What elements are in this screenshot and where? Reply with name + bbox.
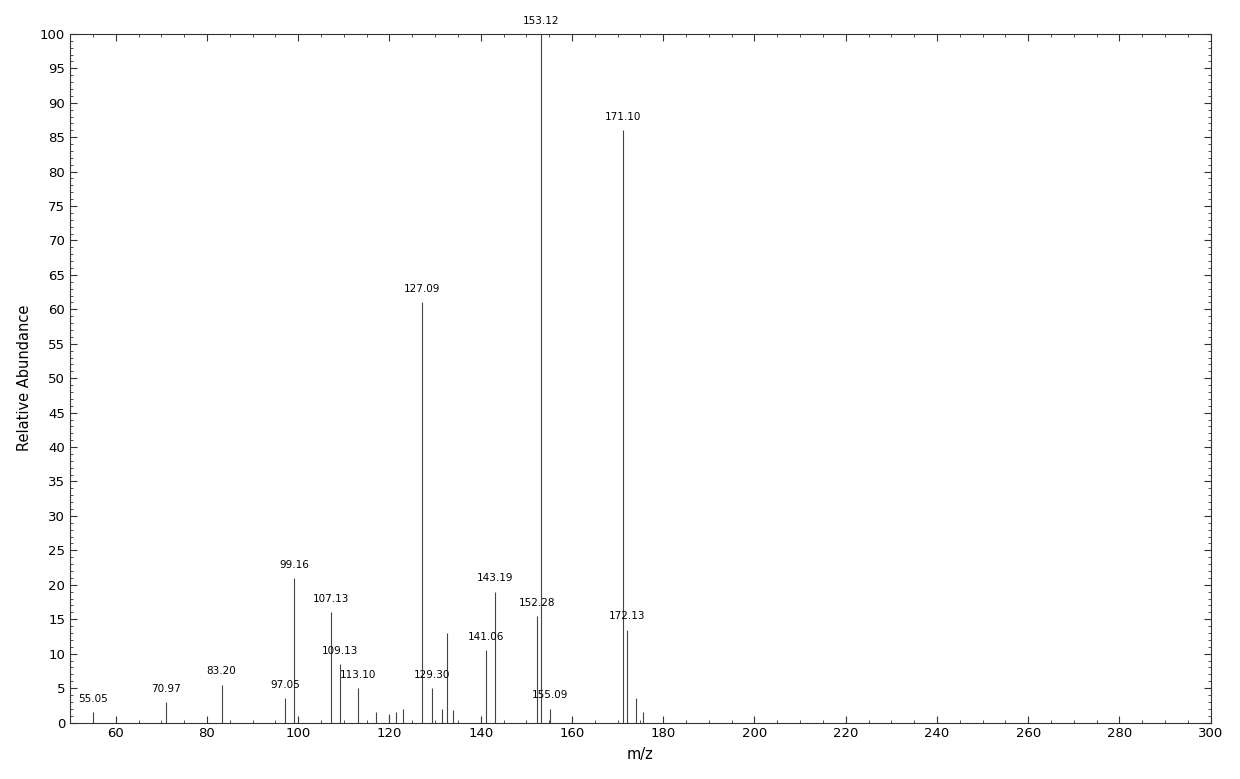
X-axis label: m/z: m/z [627,747,653,763]
Text: 83.20: 83.20 [207,666,237,676]
Text: 55.05: 55.05 [78,694,108,704]
Text: 97.05: 97.05 [270,680,300,690]
Text: 127.09: 127.09 [404,284,440,294]
Text: 152.28: 152.28 [518,597,556,608]
Text: 129.30: 129.30 [414,670,450,680]
Text: 70.97: 70.97 [151,684,181,693]
Text: 141.06: 141.06 [467,632,503,642]
Text: 153.12: 153.12 [522,16,559,26]
Text: 99.16: 99.16 [279,559,309,569]
Y-axis label: Relative Abundance: Relative Abundance [16,305,32,451]
Text: 107.13: 107.13 [312,594,348,604]
Text: 171.10: 171.10 [604,112,641,122]
Text: 143.19: 143.19 [477,573,513,583]
Text: 155.09: 155.09 [532,690,568,700]
Text: 109.13: 109.13 [321,646,358,656]
Text: 172.13: 172.13 [609,612,646,622]
Text: 113.10: 113.10 [340,670,376,680]
